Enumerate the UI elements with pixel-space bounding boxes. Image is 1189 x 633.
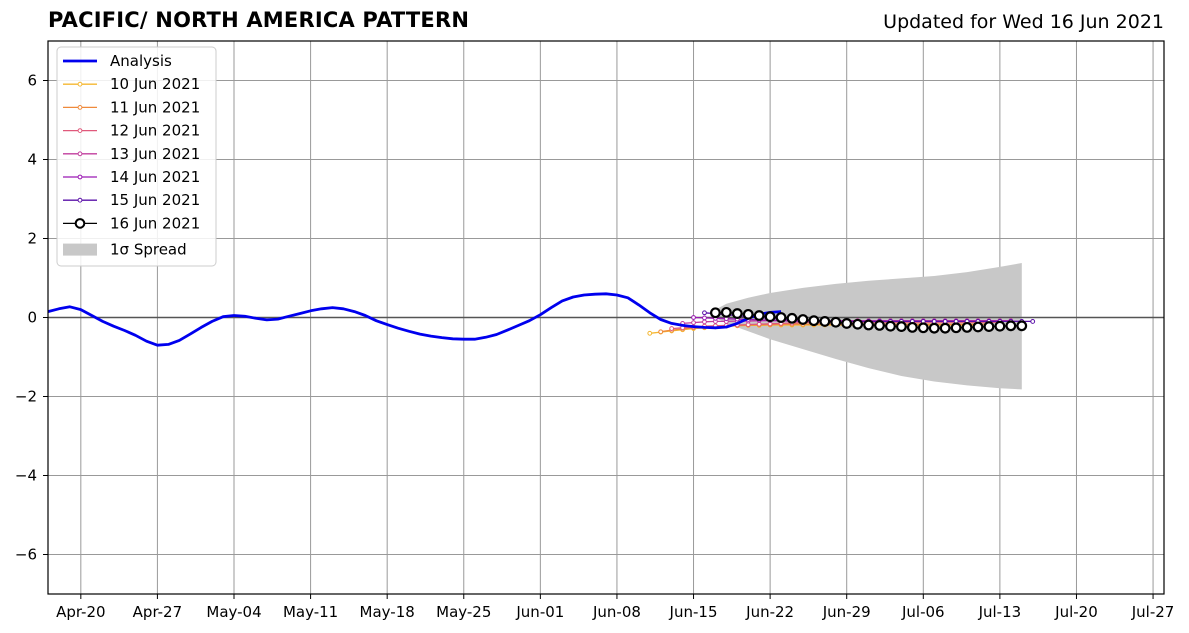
legend-label-analysis: Analysis (110, 52, 172, 70)
latest-forecast-point (1016, 320, 1028, 332)
legend-label-forecast: 10 Jun 2021 (110, 75, 200, 93)
y-tick-label: 4 (27, 151, 37, 169)
y-tick-label: 2 (27, 230, 37, 248)
forecast-point (669, 326, 675, 331)
latest-forecast-point (720, 306, 732, 318)
legend-marker-forecast (74, 218, 86, 229)
latest-forecast-point (950, 322, 962, 334)
latest-forecast-point (983, 321, 995, 332)
latest-forecast-point (939, 322, 951, 334)
latest-forecast-point (928, 322, 940, 334)
latest-forecast-point (731, 308, 743, 319)
analysis-line (47, 292, 782, 347)
latest-forecast-point (830, 316, 842, 328)
latest-forecast-point (753, 310, 765, 321)
latest-forecast-point (863, 319, 874, 331)
latest-forecast-point (852, 318, 864, 330)
latest-forecast-point (874, 320, 885, 331)
x-tick-label: Jun-15 (669, 603, 718, 621)
legend-label-forecast: 15 Jun 2021 (110, 191, 200, 209)
x-tick-label: May-25 (436, 603, 491, 621)
y-tick-label: 0 (27, 309, 37, 327)
x-tick-label: May-04 (206, 603, 261, 621)
legend-label-forecast: 11 Jun 2021 (110, 98, 200, 116)
x-tick-label: May-11 (283, 603, 338, 621)
legend-marker-forecast (77, 174, 83, 180)
forecast-point (691, 315, 696, 320)
latest-forecast-point (906, 321, 918, 333)
x-tick-label: Apr-27 (133, 603, 183, 621)
chart-title: PACIFIC/ NORTH AMERICA PATTERN (48, 8, 470, 32)
latest-forecast-point (742, 308, 754, 320)
latest-forecast-point (994, 320, 1006, 332)
updated-date: Updated for Wed 16 Jun 2021 (883, 11, 1164, 33)
x-tick-label: May-18 (360, 603, 415, 621)
x-tick-label: Jul-20 (1054, 603, 1098, 621)
legend-label-forecast: 16 Jun 2021 (110, 214, 200, 232)
x-tick-label: Apr-20 (56, 603, 106, 621)
latest-forecast-point (896, 321, 907, 332)
forecast-point (658, 329, 664, 335)
legend-marker-forecast (77, 81, 83, 87)
x-tick-label: Jun-01 (515, 603, 564, 621)
forecast-point (647, 330, 653, 336)
latest-forecast-point (1005, 320, 1017, 332)
latest-forecast-point (972, 321, 984, 333)
latest-forecast-point (797, 314, 809, 325)
legend-label-forecast: 12 Jun 2021 (110, 122, 200, 140)
latest-forecast-point (885, 320, 896, 332)
x-tick-label: Jun-08 (592, 603, 641, 621)
forecast-point (702, 319, 707, 325)
forecast-point (691, 320, 696, 326)
latest-forecast-series (710, 306, 1028, 334)
legend-box (56, 46, 217, 267)
x-tick-label: Jul-27 (1131, 603, 1175, 621)
legend-marker-forecast (77, 105, 83, 110)
y-tick-label: −4 (15, 467, 37, 485)
forecast-point (1030, 319, 1036, 324)
forecast-point (702, 315, 707, 321)
legend: Analysis 10 Jun 2021 11 Jun 2021 12 Jun 202… (56, 46, 217, 267)
legend-label-forecast: 13 Jun 2021 (110, 145, 200, 163)
series-layer (47, 292, 1036, 347)
latest-forecast-point (764, 311, 776, 323)
forecast-point (702, 310, 707, 316)
legend-swatch-spread (63, 243, 97, 256)
legend-label-forecast: 14 Jun 2021 (110, 168, 200, 186)
y-tick-label: −6 (15, 546, 37, 564)
latest-forecast-point (775, 312, 787, 323)
latest-forecast-point (841, 318, 853, 329)
latest-forecast-point (819, 316, 831, 327)
x-tick-label: Jul-06 (901, 603, 945, 621)
latest-forecast-point (808, 315, 820, 327)
legend-marker-forecast (77, 197, 83, 203)
x-tick-label: Jul-13 (978, 603, 1022, 621)
latest-forecast-point (786, 312, 798, 324)
axis-ticks: Apr-20 Apr-27 May-04 May-11 May-18 May-25 Jun-… (15, 72, 1174, 622)
legend-marker-forecast (77, 128, 83, 134)
y-tick-label: 6 (27, 72, 37, 90)
legend-label-spread: 1σ Spread (110, 241, 187, 259)
latest-forecast-point (917, 322, 929, 334)
latest-forecast-point (961, 321, 973, 333)
y-tick-label: −2 (15, 388, 37, 406)
legend-marker-forecast (77, 151, 83, 157)
x-tick-label: Jun-22 (745, 603, 794, 621)
x-tick-label: Jun-29 (822, 603, 871, 621)
latest-forecast-point (710, 307, 721, 319)
